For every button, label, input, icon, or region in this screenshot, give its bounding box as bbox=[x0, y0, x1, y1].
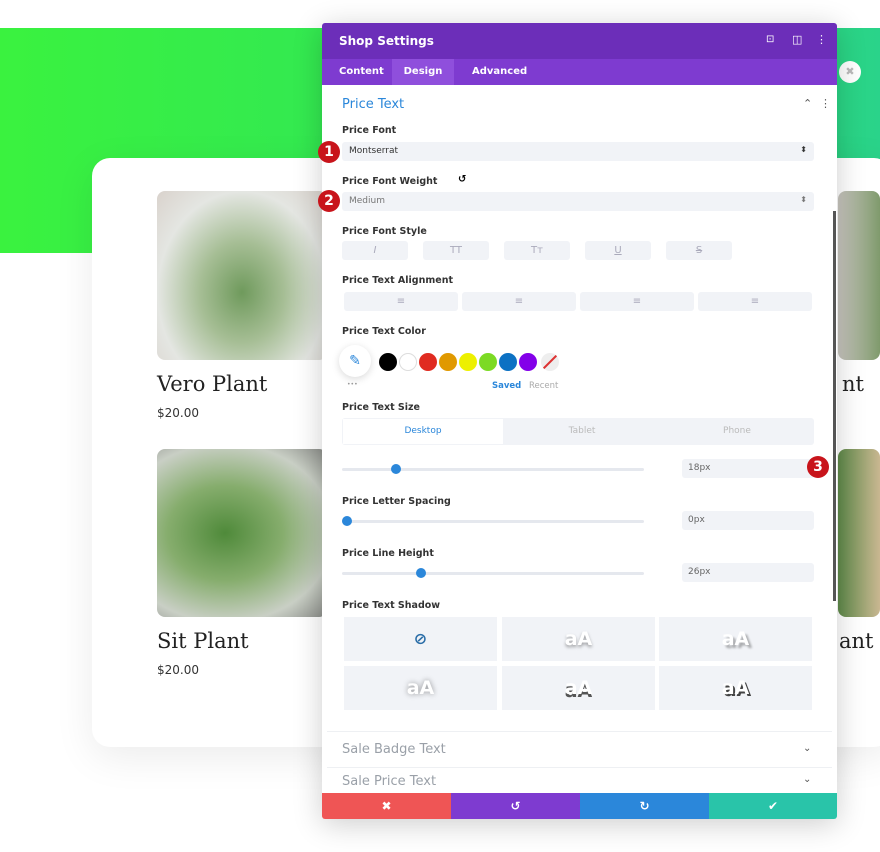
reset-icon[interactable]: ↺ bbox=[458, 174, 467, 185]
no-color-swatch[interactable] bbox=[541, 353, 559, 371]
color-swatch[interactable] bbox=[519, 353, 537, 371]
more-icon[interactable]: ⋮ bbox=[820, 97, 831, 110]
tab-tablet[interactable]: Tablet bbox=[568, 426, 596, 436]
product-title-partial[interactable]: ant bbox=[839, 629, 874, 653]
divider bbox=[327, 731, 832, 732]
align-justify-button[interactable]: ≡ bbox=[698, 292, 812, 311]
letter-spacing-label: Price Letter Spacing bbox=[342, 496, 451, 507]
price-font-select[interactable]: Montserrat ⬍ bbox=[342, 142, 814, 161]
shadow-option[interactable]: aA bbox=[659, 666, 812, 710]
more-colors-icon[interactable]: ••• bbox=[347, 381, 358, 388]
letter-spacing-slider[interactable] bbox=[342, 520, 644, 523]
line-height-handle[interactable] bbox=[415, 568, 426, 578]
section-sale-price-text[interactable]: Sale Price Text bbox=[342, 774, 437, 789]
tab-advanced[interactable]: Advanced bbox=[472, 66, 528, 77]
align-right-button[interactable]: ≡ bbox=[580, 292, 694, 311]
capitalize-button[interactable]: Tт bbox=[504, 241, 570, 260]
product-title-partial[interactable]: nt bbox=[842, 372, 864, 396]
shadow-none-option[interactable]: ⊘ bbox=[344, 617, 497, 661]
select-arrows-icon: ⬍ bbox=[800, 195, 807, 204]
size-slider-handle[interactable] bbox=[391, 464, 402, 474]
color-swatch[interactable] bbox=[399, 353, 417, 371]
product-title[interactable]: Sit Plant bbox=[157, 629, 249, 653]
color-swatch[interactable] bbox=[479, 353, 497, 371]
letter-spacing-handle[interactable] bbox=[342, 516, 352, 526]
alignment-label: Price Text Alignment bbox=[342, 275, 453, 286]
undo-button[interactable]: ↺ bbox=[451, 793, 580, 819]
product-image-partial[interactable] bbox=[838, 449, 880, 617]
section-title[interactable]: Price Text bbox=[342, 97, 405, 112]
focus-icon[interactable]: ⊡ bbox=[766, 34, 775, 45]
more-icon[interactable]: ⋮ bbox=[816, 33, 827, 46]
select-arrows-icon: ⬍ bbox=[800, 145, 807, 154]
step-badge: 1 bbox=[318, 141, 340, 163]
line-height-label: Price Line Height bbox=[342, 548, 434, 559]
price-font-weight-select[interactable]: Medium ⬍ bbox=[342, 192, 814, 211]
step-badge: 3 bbox=[807, 456, 829, 478]
panel-tabs: Content Design Advanced bbox=[322, 59, 837, 85]
italic-button[interactable]: I bbox=[342, 241, 408, 260]
product-price: $20.00 bbox=[157, 406, 199, 420]
line-height-input[interactable]: 26px bbox=[682, 563, 814, 582]
panel-title: Shop Settings bbox=[339, 34, 434, 48]
panel-header: Shop Settings ⊡ ◫ ⋮ bbox=[322, 23, 837, 59]
color-swatch[interactable] bbox=[459, 353, 477, 371]
tab-content[interactable]: Content bbox=[339, 66, 384, 77]
product-title[interactable]: Vero Plant bbox=[157, 372, 268, 396]
cancel-button[interactable]: ✖ bbox=[322, 793, 451, 819]
price-font-label: Price Font bbox=[342, 125, 397, 136]
color-swatch[interactable] bbox=[439, 353, 457, 371]
section-sale-badge-text[interactable]: Sale Badge Text bbox=[342, 742, 446, 757]
tab-phone[interactable]: Phone bbox=[723, 426, 751, 436]
uppercase-button[interactable]: TT bbox=[423, 241, 489, 260]
color-swatch[interactable] bbox=[379, 353, 397, 371]
shadow-option[interactable]: aA bbox=[344, 666, 497, 710]
chevron-down-icon[interactable]: ⌄ bbox=[803, 743, 812, 754]
shadow-option[interactable]: aA bbox=[502, 666, 655, 710]
product-image-sit[interactable] bbox=[157, 449, 327, 617]
line-height-slider[interactable] bbox=[342, 572, 644, 575]
product-image-partial[interactable] bbox=[838, 191, 880, 360]
price-font-weight-value: Medium bbox=[349, 196, 385, 206]
shadow-option[interactable]: aA bbox=[659, 617, 812, 661]
price-font-weight-label: Price Font Weight bbox=[342, 176, 438, 187]
shadow-label: Price Text Shadow bbox=[342, 600, 441, 611]
align-left-button[interactable]: ≡ bbox=[344, 292, 458, 311]
chevron-up-icon[interactable]: ⌃ bbox=[803, 97, 813, 110]
step-badge: 2 bbox=[318, 190, 340, 212]
eyedropper-icon[interactable]: ✎ bbox=[339, 345, 371, 377]
product-image-vero[interactable] bbox=[157, 191, 327, 360]
size-slider[interactable] bbox=[342, 468, 644, 471]
save-button[interactable]: ✔ bbox=[709, 793, 837, 819]
color-swatch[interactable] bbox=[499, 353, 517, 371]
layout-icon[interactable]: ◫ bbox=[792, 33, 803, 46]
color-swatch[interactable] bbox=[419, 353, 437, 371]
strikethrough-button[interactable]: S bbox=[666, 241, 732, 260]
price-font-style-label: Price Font Style bbox=[342, 226, 427, 237]
tab-design[interactable]: Design bbox=[392, 59, 454, 85]
saved-tab[interactable]: Saved bbox=[492, 381, 522, 391]
close-icon[interactable]: ✖ bbox=[839, 61, 861, 83]
underline-button[interactable]: U bbox=[585, 241, 651, 260]
recent-tab[interactable]: Recent bbox=[529, 381, 559, 391]
settings-panel: Shop Settings ⊡ ◫ ⋮ Content Design Advan… bbox=[322, 23, 837, 819]
divider bbox=[327, 767, 832, 768]
size-input[interactable]: 18px bbox=[682, 459, 814, 478]
redo-button[interactable]: ↻ bbox=[580, 793, 709, 819]
product-price: $20.00 bbox=[157, 663, 199, 677]
size-label: Price Text Size bbox=[342, 402, 420, 413]
chevron-down-icon[interactable]: ⌄ bbox=[803, 774, 812, 785]
tab-desktop[interactable]: Desktop bbox=[343, 419, 503, 444]
letter-spacing-input[interactable]: 0px bbox=[682, 511, 814, 530]
shadow-option[interactable]: aA bbox=[502, 617, 655, 661]
align-center-button[interactable]: ≡ bbox=[462, 292, 576, 311]
price-font-value: Montserrat bbox=[349, 146, 399, 156]
panel-scrollbar[interactable] bbox=[833, 211, 836, 601]
color-label: Price Text Color bbox=[342, 326, 426, 337]
